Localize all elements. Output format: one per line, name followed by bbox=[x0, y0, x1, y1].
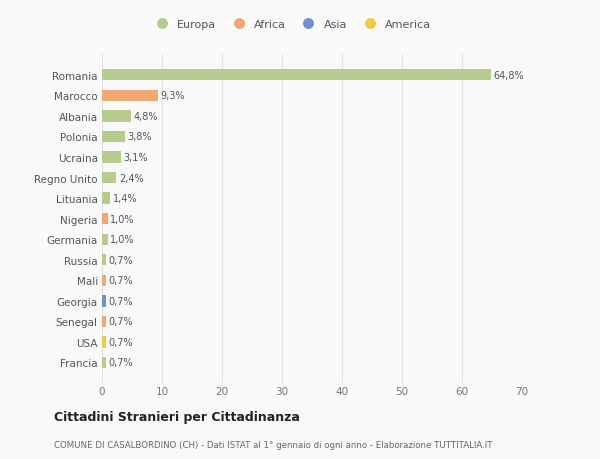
Bar bbox=[102, 296, 106, 307]
Bar bbox=[102, 255, 106, 266]
Text: Cittadini Stranieri per Cittadinanza: Cittadini Stranieri per Cittadinanza bbox=[54, 410, 300, 423]
Text: 0,7%: 0,7% bbox=[109, 255, 133, 265]
Text: 64,8%: 64,8% bbox=[493, 71, 524, 81]
Bar bbox=[102, 357, 106, 368]
Text: 0,7%: 0,7% bbox=[109, 358, 133, 368]
Text: 0,7%: 0,7% bbox=[109, 337, 133, 347]
Text: 1,0%: 1,0% bbox=[110, 214, 135, 224]
Text: 4,8%: 4,8% bbox=[133, 112, 158, 122]
Bar bbox=[102, 336, 106, 348]
Text: 3,8%: 3,8% bbox=[127, 132, 152, 142]
Bar bbox=[102, 234, 108, 245]
Bar bbox=[102, 152, 121, 163]
Bar bbox=[102, 132, 125, 143]
Text: 1,4%: 1,4% bbox=[113, 194, 137, 204]
Text: COMUNE DI CASALBORDINO (CH) - Dati ISTAT al 1° gennaio di ogni anno - Elaborazio: COMUNE DI CASALBORDINO (CH) - Dati ISTAT… bbox=[54, 441, 493, 449]
Bar bbox=[102, 316, 106, 327]
Bar bbox=[102, 213, 108, 225]
Bar bbox=[102, 193, 110, 204]
Text: 0,7%: 0,7% bbox=[109, 296, 133, 306]
Text: 2,4%: 2,4% bbox=[119, 173, 143, 183]
Bar bbox=[102, 275, 106, 286]
Bar bbox=[102, 111, 131, 122]
Legend: Europa, Africa, Asia, America: Europa, Africa, Asia, America bbox=[148, 18, 434, 33]
Text: 0,7%: 0,7% bbox=[109, 317, 133, 327]
Text: 1,0%: 1,0% bbox=[110, 235, 135, 245]
Bar bbox=[102, 173, 116, 184]
Text: 0,7%: 0,7% bbox=[109, 276, 133, 285]
Bar bbox=[102, 70, 491, 81]
Bar bbox=[102, 90, 158, 102]
Text: 3,1%: 3,1% bbox=[123, 153, 148, 162]
Text: 9,3%: 9,3% bbox=[160, 91, 185, 101]
